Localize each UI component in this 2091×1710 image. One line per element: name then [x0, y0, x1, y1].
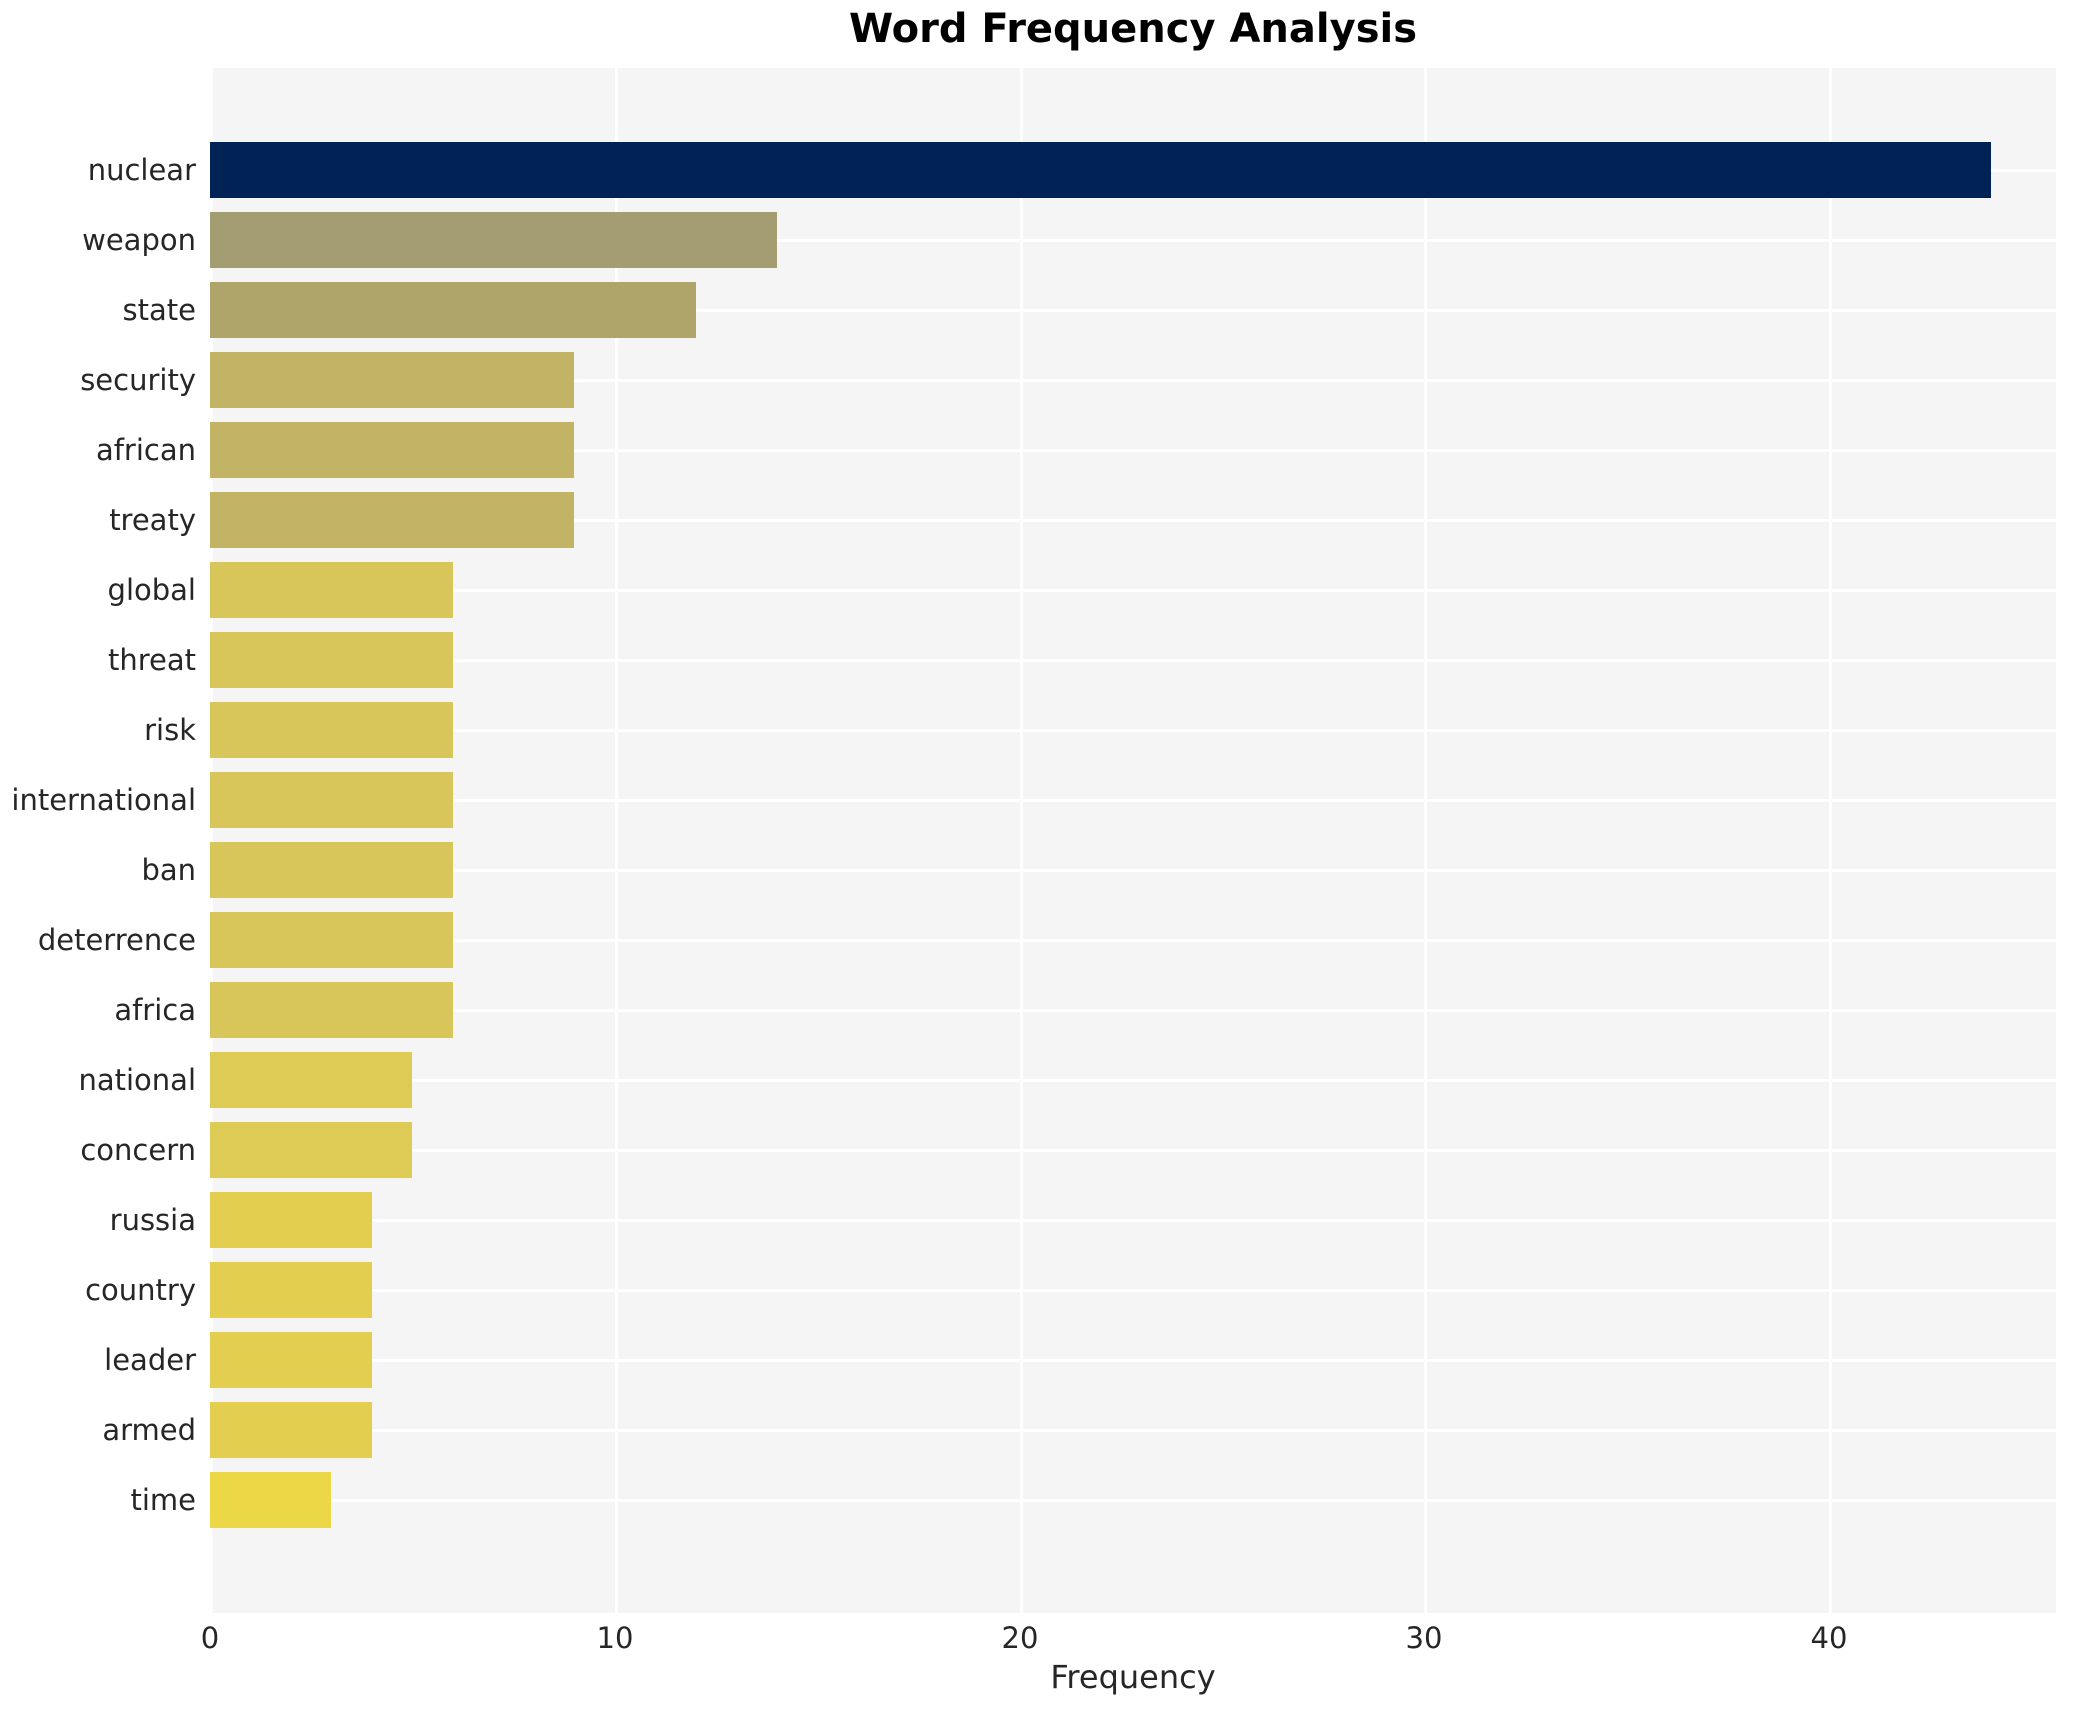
horizontal-gridline	[210, 939, 2056, 942]
y-label-global: global	[107, 573, 196, 607]
bar-security	[210, 352, 574, 408]
y-axis-labels: nuclear weapon state security african treaty g…	[0, 68, 196, 1613]
y-label-state: state	[122, 293, 196, 327]
bar-african	[210, 422, 574, 478]
y-label-country: country	[85, 1273, 196, 1307]
y-label-russia: russia	[109, 1203, 196, 1237]
bar-state	[210, 282, 696, 338]
y-label-national: national	[78, 1063, 196, 1097]
bar-international	[210, 772, 453, 828]
y-label-security: security	[80, 363, 196, 397]
horizontal-gridline	[210, 1289, 2056, 1292]
y-label-risk: risk	[144, 713, 196, 747]
x-tick-40: 40	[1810, 1621, 1848, 1655]
plot-area	[210, 68, 2056, 1613]
vertical-gridline	[1424, 68, 1427, 1613]
horizontal-gridline	[210, 869, 2056, 872]
vertical-gridline	[615, 68, 618, 1613]
bar-concern	[210, 1122, 412, 1178]
x-tick-10: 10	[596, 1621, 634, 1655]
bar-leader	[210, 1332, 372, 1388]
y-label-threat: threat	[107, 643, 196, 677]
y-label-concern: concern	[80, 1133, 196, 1167]
bar-nuclear	[210, 142, 1991, 198]
bar-country	[210, 1262, 372, 1318]
bar-africa	[210, 982, 453, 1038]
horizontal-gridline	[210, 1429, 2056, 1432]
bar-weapon	[210, 212, 777, 268]
vertical-gridline	[210, 68, 213, 1613]
y-label-africa: africa	[114, 993, 196, 1027]
x-tick-30: 30	[1405, 1621, 1443, 1655]
horizontal-gridline	[210, 519, 2056, 522]
x-axis-title: Frequency	[1050, 1658, 1216, 1696]
horizontal-gridline	[210, 1079, 2056, 1082]
bar-deterrence	[210, 912, 453, 968]
horizontal-gridline	[210, 379, 2056, 382]
horizontal-gridline	[210, 449, 2056, 452]
horizontal-gridline	[210, 1009, 2056, 1012]
horizontal-gridline	[210, 659, 2056, 662]
y-label-international: international	[11, 783, 196, 817]
x-axis-ticks: 0 10 20 30 40	[201, 1620, 2056, 1656]
x-tick-0: 0	[200, 1621, 220, 1655]
y-label-leader: leader	[104, 1343, 196, 1377]
bar-ban	[210, 842, 453, 898]
horizontal-gridline	[210, 309, 2056, 312]
bar-russia	[210, 1192, 372, 1248]
bar-treaty	[210, 492, 574, 548]
bar-global	[210, 562, 453, 618]
horizontal-gridline	[210, 1149, 2056, 1152]
horizontal-gridline	[210, 729, 2056, 732]
horizontal-gridline	[210, 239, 2056, 242]
horizontal-gridline	[210, 1359, 2056, 1362]
vertical-gridline	[1829, 68, 1832, 1613]
y-label-weapon: weapon	[82, 223, 196, 257]
horizontal-gridline	[210, 799, 2056, 802]
horizontal-gridline	[210, 589, 2056, 592]
chart-title: Word Frequency Analysis	[848, 6, 1418, 52]
bar-armed	[210, 1402, 372, 1458]
y-label-african: african	[95, 433, 196, 467]
y-label-armed: armed	[102, 1413, 196, 1447]
x-tick-20: 20	[1001, 1621, 1039, 1655]
vertical-gridline	[1020, 68, 1023, 1613]
horizontal-gridline	[210, 1219, 2056, 1222]
bar-threat	[210, 632, 453, 688]
horizontal-gridline	[210, 1499, 2056, 1502]
y-label-ban: ban	[141, 853, 196, 887]
y-label-time: time	[130, 1483, 196, 1517]
y-label-treaty: treaty	[109, 503, 196, 537]
y-label-deterrence: deterrence	[37, 923, 196, 957]
bar-time	[210, 1472, 331, 1528]
bar-risk	[210, 702, 453, 758]
y-label-nuclear: nuclear	[87, 153, 196, 187]
bar-national	[210, 1052, 412, 1108]
